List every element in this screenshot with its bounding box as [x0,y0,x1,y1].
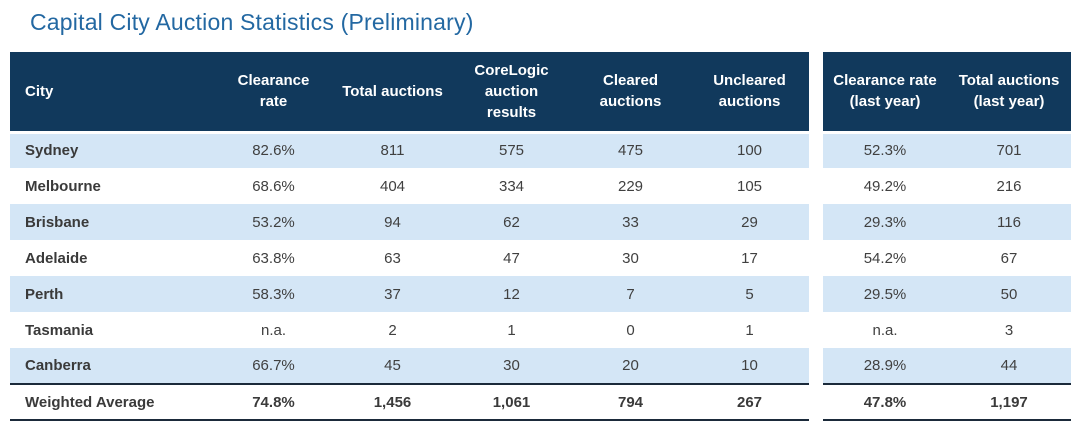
cleared-auctions-cell: 7 [571,276,690,312]
uncleared-auctions-cell: 29 [690,204,809,240]
clearance-rate-ly-cell: 29.5% [823,276,947,312]
clearance-rate-ly-cell: 49.2% [863,177,907,195]
total-auctions-cell: 45 [333,348,452,384]
table-row-brisbane-last-year: 29.3% 116 [823,204,1071,240]
total-auctions-ly-cell: 701 [947,132,1071,168]
clearance-rate-ly-cell: n.a. [872,321,898,339]
header-row: City Clearance rate Total auctions CoreL… [10,52,809,134]
page-title: Capital City Auction Statistics (Prelimi… [30,9,474,35]
uncleared-auctions-cell: 267 [690,383,809,421]
table-row-tasmania-last-year: n.a. 3 [823,312,1071,348]
total-auctions-cell: 37 [333,276,452,312]
table-row-tasmania: Tasmania n.a. 2 1 0 1 [10,312,809,348]
total-auctions-cell: 2 [388,321,397,339]
table-row-adelaide-last-year: 54.2% 67 [823,240,1071,276]
corelogic-results-cell: 12 [452,276,571,312]
cleared-auctions-cell: 475 [571,132,690,168]
auction-stats-table: City Clearance rate Total auctions CoreL… [10,52,809,421]
table-row-weighted-average-last-year: 47.8% 1,197 [823,383,1071,421]
table-row-canberra: Canberra 66.7% 45 30 20 10 [10,348,809,384]
total-auctions-cell: 63 [384,249,401,267]
clearance-rate-cell: 82.6% [214,132,333,168]
table-row-weighted-average: Weighted Average 74.8% 1,456 1,061 794 2… [10,383,809,421]
table-row-melbourne-last-year: 49.2% 216 [823,168,1071,204]
corelogic-results-cell: 1,061 [452,383,571,421]
clearance-rate-cell: 74.8% [214,383,333,421]
uncleared-auctions-cell: 100 [690,132,809,168]
cleared-auctions-cell: 229 [617,177,644,195]
city-cell: Tasmania [25,321,94,339]
table-row-melbourne: Melbourne 68.6% 404 334 229 105 [10,168,809,204]
table-row-sydney-last-year: 52.3% 701 [823,132,1071,168]
last-year-table: Clearance rate (last year) Total auction… [823,52,1071,421]
uncleared-auctions-cell: 10 [690,348,809,384]
city-cell: Canberra [10,348,214,384]
total-auctions-cell: 811 [333,132,452,168]
corelogic-results-cell: 334 [498,177,525,195]
clearance-rate-cell: 63.8% [252,249,295,267]
corelogic-results-cell: 62 [452,204,571,240]
clearance-rate-cell: n.a. [260,321,287,339]
uncleared-auctions-cell: 17 [741,249,758,267]
total-auctions-cell: 404 [379,177,406,195]
col-header-uncleared-auctions: Uncleared auctions [690,52,809,134]
corelogic-results-cell: 47 [503,249,520,267]
city-cell: Sydney [10,132,214,168]
page: Capital City Auction Statistics (Prelimi… [0,9,1080,445]
col-header-corelogic-auction-results: CoreLogic auction results [452,52,571,134]
clearance-rate-cell: 66.7% [214,348,333,384]
table-row-perth: Perth 58.3% 37 12 7 5 [10,276,809,312]
city-cell: Brisbane [10,204,214,240]
table-row-adelaide: Adelaide 63.8% 63 47 30 17 [10,240,809,276]
total-auctions-ly-cell: 116 [947,204,1071,240]
col-header-cleared-auctions: Cleared auctions [571,52,690,134]
table-row-canberra-last-year: 28.9% 44 [823,348,1071,384]
clearance-rate-cell: 68.6% [252,177,295,195]
total-auctions-cell: 94 [333,204,452,240]
cleared-auctions-cell: 33 [571,204,690,240]
city-cell: Melbourne [25,177,101,195]
clearance-rate-ly-cell: 52.3% [823,132,947,168]
total-auctions-ly-cell: 216 [996,177,1022,195]
clearance-rate-ly-cell: 54.2% [863,249,907,267]
uncleared-auctions-cell: 5 [690,276,809,312]
clearance-rate-ly-cell: 47.8% [823,383,947,421]
header-row: Clearance rate (last year) Total auction… [823,52,1071,134]
total-auctions-ly-cell: 1,197 [947,383,1071,421]
city-cell: Perth [10,276,214,312]
tables-container: City Clearance rate Total auctions CoreL… [10,52,1080,421]
cleared-auctions-cell: 20 [571,348,690,384]
total-auctions-ly-cell: 67 [1000,249,1018,267]
city-cell: Adelaide [25,249,88,267]
uncleared-auctions-cell: 105 [736,177,763,195]
total-auctions-cell: 1,456 [333,383,452,421]
col-header-city: City [10,52,214,134]
table-gap [809,52,823,53]
clearance-rate-cell: 53.2% [214,204,333,240]
col-header-total-auctions-last-year: Total auctions (last year) [947,52,1071,134]
clearance-rate-ly-cell: 29.3% [823,204,947,240]
total-auctions-ly-cell: 3 [1004,321,1014,339]
corelogic-results-cell: 575 [452,132,571,168]
total-auctions-ly-cell: 44 [947,348,1071,384]
total-auctions-ly-cell: 50 [947,276,1071,312]
cleared-auctions-cell: 30 [622,249,639,267]
corelogic-results-cell: 1 [507,321,516,339]
col-header-clearance-rate: Clearance rate [214,52,333,134]
cleared-auctions-cell: 794 [571,383,690,421]
col-header-clearance-rate-last-year: Clearance rate (last year) [823,52,947,134]
col-header-total-auctions: Total auctions [333,52,452,134]
clearance-rate-ly-cell: 28.9% [823,348,947,384]
uncleared-auctions-cell: 1 [745,321,754,339]
weighted-average-label: Weighted Average [10,383,214,421]
table-row-sydney: Sydney 82.6% 811 575 475 100 [10,132,809,168]
clearance-rate-cell: 58.3% [214,276,333,312]
cleared-auctions-cell: 0 [626,321,635,339]
table-row-perth-last-year: 29.5% 50 [823,276,1071,312]
table-row-brisbane: Brisbane 53.2% 94 62 33 29 [10,204,809,240]
corelogic-results-cell: 30 [452,348,571,384]
